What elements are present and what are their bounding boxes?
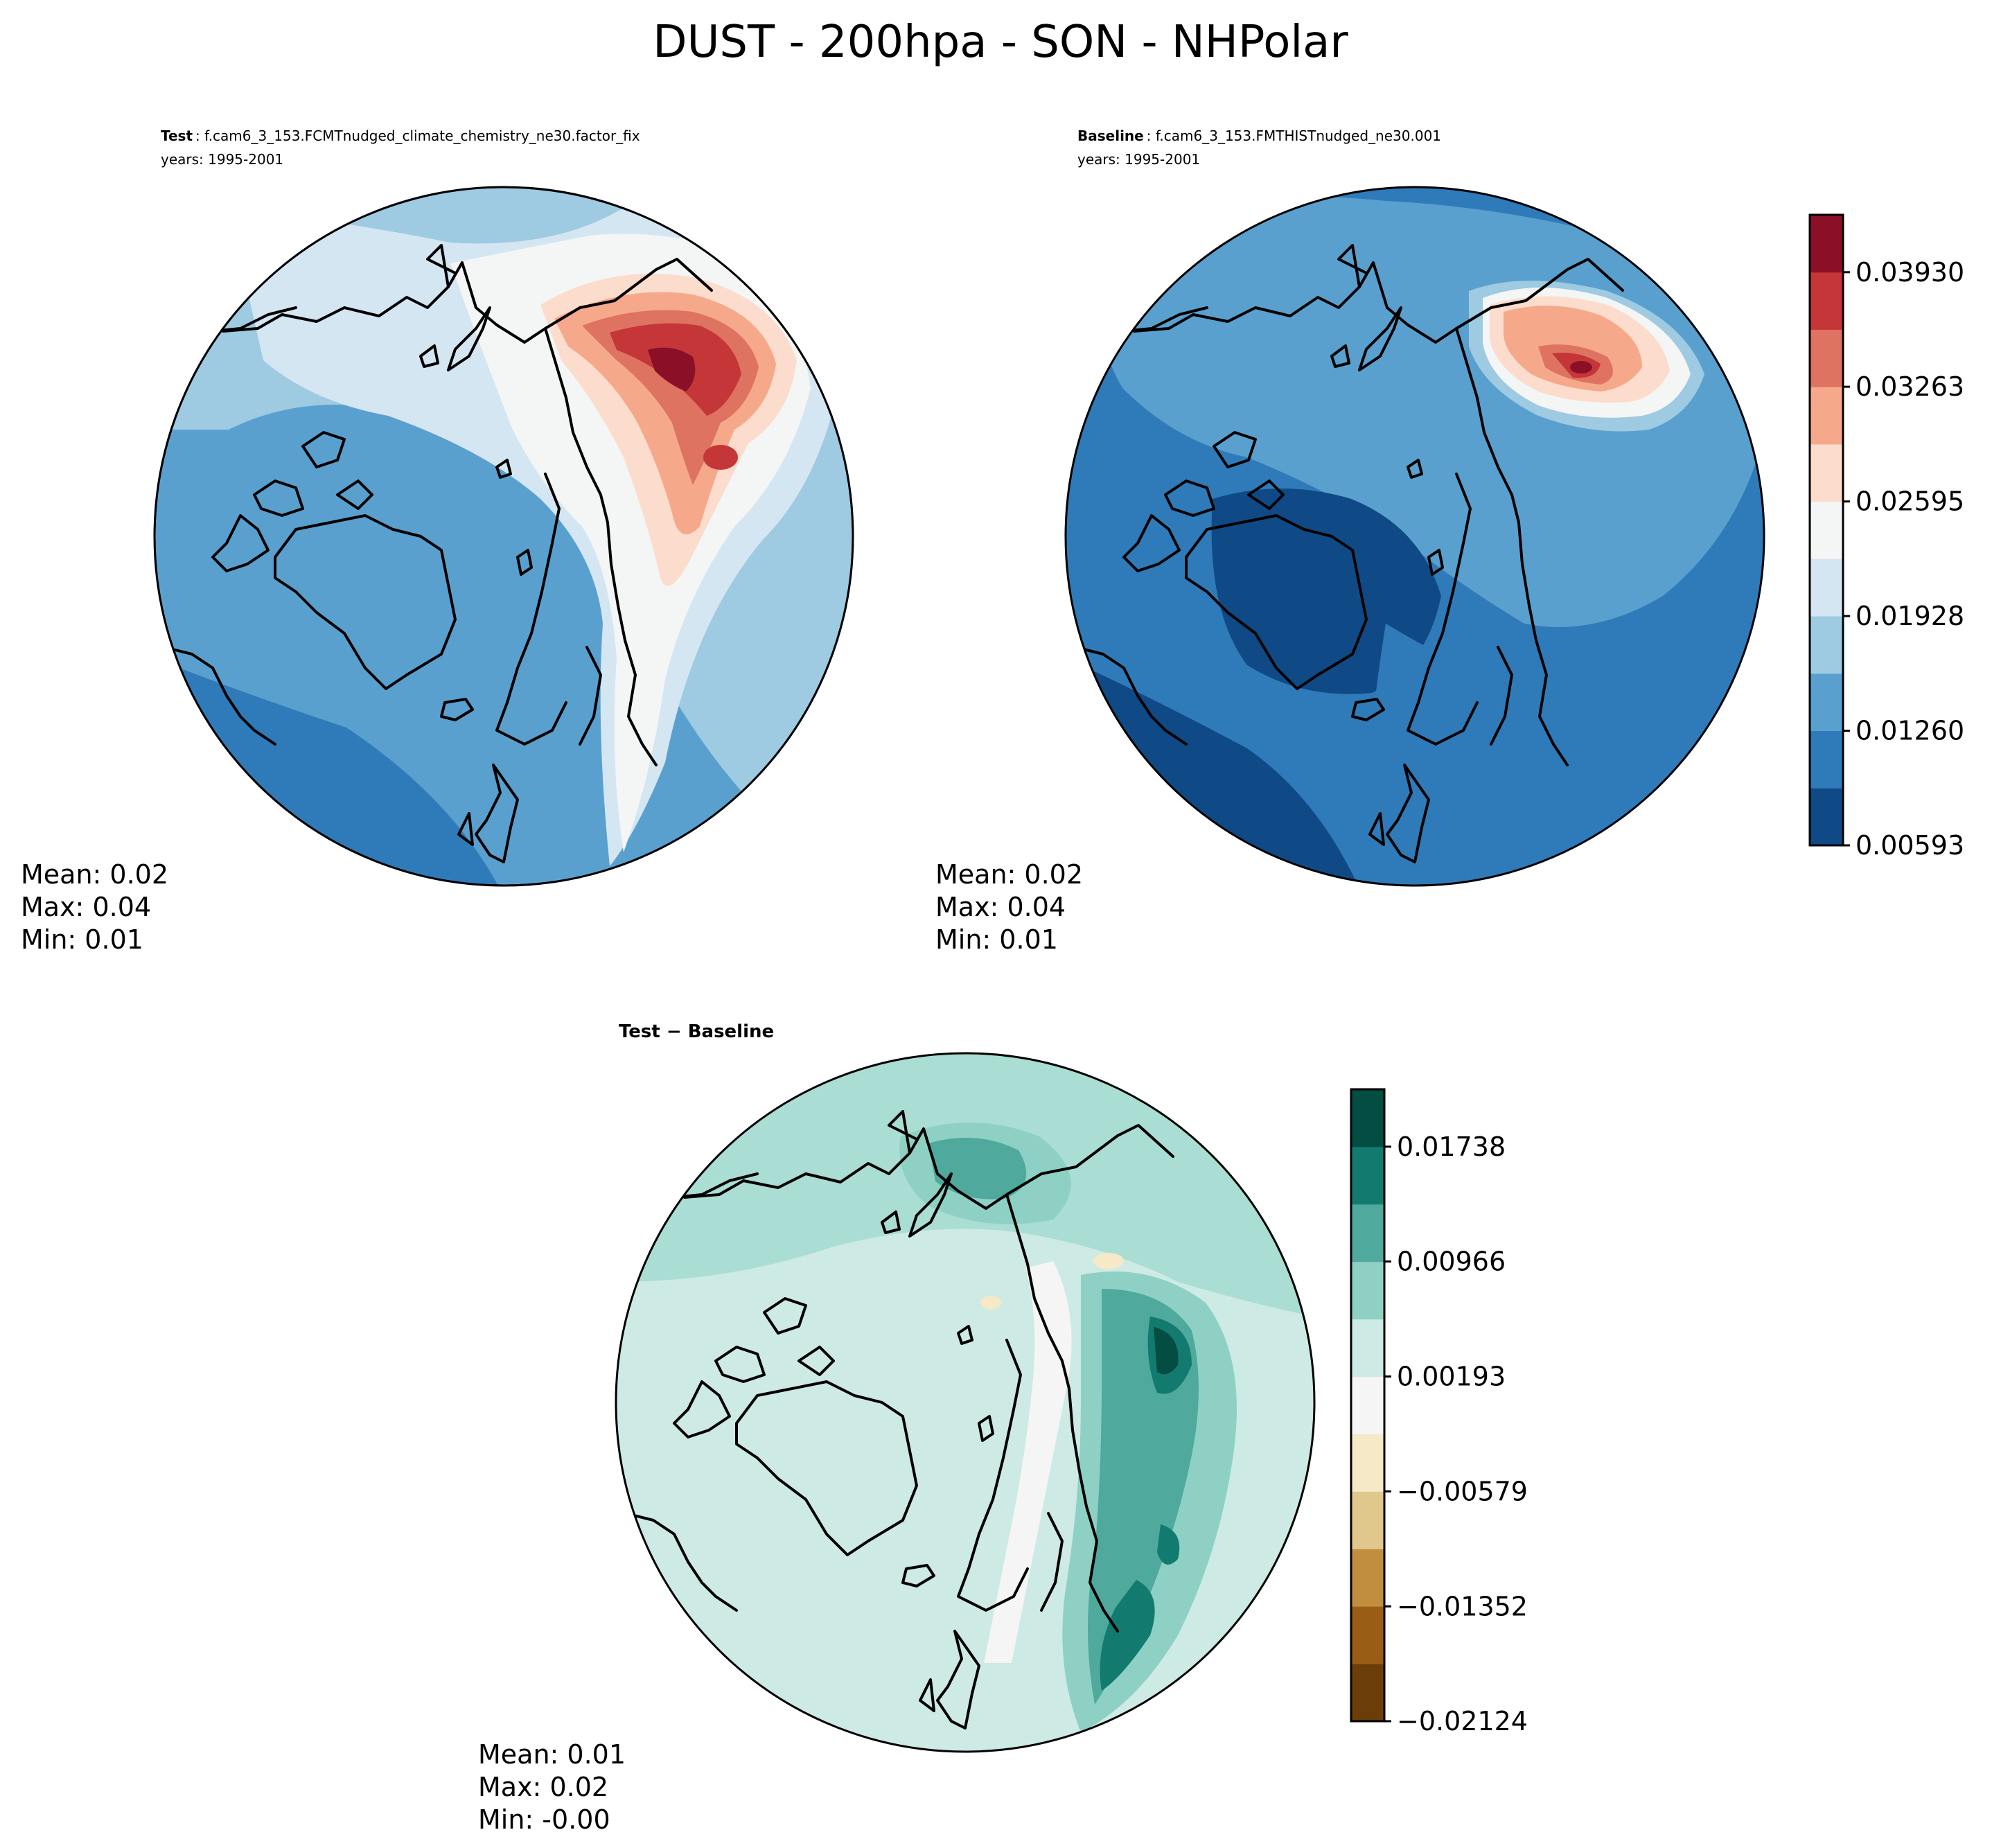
difference-colorbar-tick-label: 0.00966 [1397,1247,1506,1277]
difference-panel: Test − Baseline Mean: 0.01 Max: 0.02 Min… [478,1021,1316,1835]
test-min: Min: 0.01 [21,924,143,955]
baseline-case-name: : f.cam6_3_153.FMTHISTnudged_ne30.001 [1147,127,1441,144]
difference-mean: Mean: 0.01 [478,1739,626,1770]
absolute-colorbar-tick-label: 0.03263 [1855,371,1964,402]
difference-colorbar-band [1351,1664,1384,1722]
difference-colorbar-band [1351,1491,1384,1549]
difference-colorbar-frame [1350,1088,1386,1723]
difference-colorbar-tick-label: −0.01352 [1397,1591,1528,1621]
absolute-colorbar-frame [1808,213,1844,847]
test-label: Test [161,127,193,144]
absolute-colorbar-tick-label: 0.03930 [1855,257,1964,288]
absolute-colorbar-band [1810,730,1843,789]
difference-colorbar-band [1351,1606,1384,1664]
difference-colorbar-band [1351,1376,1384,1434]
baseline-years: years: 1995-2001 [1077,151,1200,168]
absolute-colorbar: 0.00593 0.01260 0.01928 0.02595 0.03263 0.039… [1808,213,1964,861]
difference-colorbar-band [1351,1204,1384,1262]
baseline-panel-header: Baseline: f.cam6_3_153.FMTHISTnudged_ne3… [1077,127,1441,144]
test-max: Max: 0.04 [21,892,151,922]
test-panel-header: Test: f.cam6_3_153.FCMTnudged_climate_ch… [161,127,640,144]
baseline-panel: Baseline: f.cam6_3_153.FMTHISTnudged_ne3… [935,127,1765,955]
difference-colorbar-tick-label: 0.01738 [1397,1132,1506,1162]
test-years: years: 1995-2001 [161,151,283,168]
absolute-colorbar-band [1810,558,1843,617]
absolute-colorbar-band [1810,387,1843,445]
difference-min: Min: -0.00 [478,1804,610,1835]
difference-label: Test − Baseline [619,1021,774,1042]
absolute-colorbar-band [1810,443,1843,502]
difference-colorbar-band [1351,1261,1384,1320]
test-case-name: : f.cam6_3_153.FCMTnudged_climate_chemis… [195,127,640,144]
test-map [155,187,853,886]
absolute-colorbar-tick-label: 0.01928 [1855,601,1964,631]
difference-max: Max: 0.02 [478,1772,608,1802]
difference-colorbar-band [1351,1319,1384,1378]
absolute-colorbar-band [1810,501,1843,559]
difference-colorbar: −0.02124 −0.01352 −0.00579 0.00193 0.00966 0.… [1350,1088,1528,1736]
baseline-map [1066,187,1764,886]
absolute-colorbar-tick-label: 0.00593 [1855,830,1964,861]
baseline-label: Baseline [1077,127,1144,144]
absolute-colorbar-band [1810,272,1843,330]
absolute-colorbar-band [1810,788,1843,846]
baseline-max: Max: 0.04 [935,892,1066,922]
test-mean: Mean: 0.02 [21,859,168,890]
absolute-colorbar-band [1810,215,1843,273]
difference-colorbar-band [1351,1549,1384,1607]
difference-map [616,1053,1314,1752]
difference-colorbar-tick-label: −0.00579 [1397,1476,1528,1506]
figure-title: DUST - 200hpa - SON - NHPolar [653,17,1348,68]
difference-colorbar-band [1351,1434,1384,1492]
absolute-colorbar-band [1810,673,1843,732]
absolute-colorbar-band [1810,329,1843,387]
absolute-colorbar-band [1810,616,1843,674]
baseline-mean: Mean: 0.02 [935,859,1083,890]
baseline-min: Min: 0.01 [935,924,1058,955]
difference-colorbar-band [1351,1089,1384,1147]
difference-colorbar-band [1351,1146,1384,1205]
test-panel: Test: f.cam6_3_153.FCMTnudged_climate_ch… [21,127,854,955]
difference-colorbar-tick-label: 0.00193 [1397,1362,1506,1392]
absolute-colorbar-tick-label: 0.01260 [1855,716,1964,746]
difference-colorbar-tick-label: −0.02124 [1397,1706,1528,1736]
absolute-colorbar-tick-label: 0.02595 [1855,486,1964,517]
